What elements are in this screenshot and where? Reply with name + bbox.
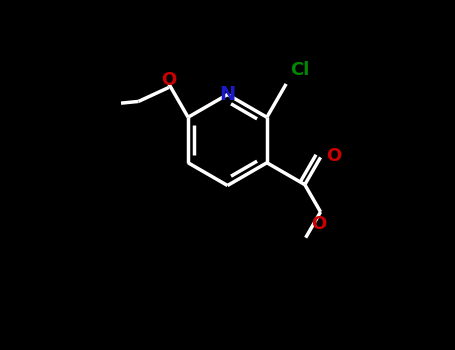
Text: O: O (311, 215, 326, 233)
Text: Cl: Cl (290, 61, 309, 79)
Text: O: O (161, 71, 177, 89)
Text: O: O (326, 147, 341, 164)
Text: N: N (219, 85, 236, 104)
